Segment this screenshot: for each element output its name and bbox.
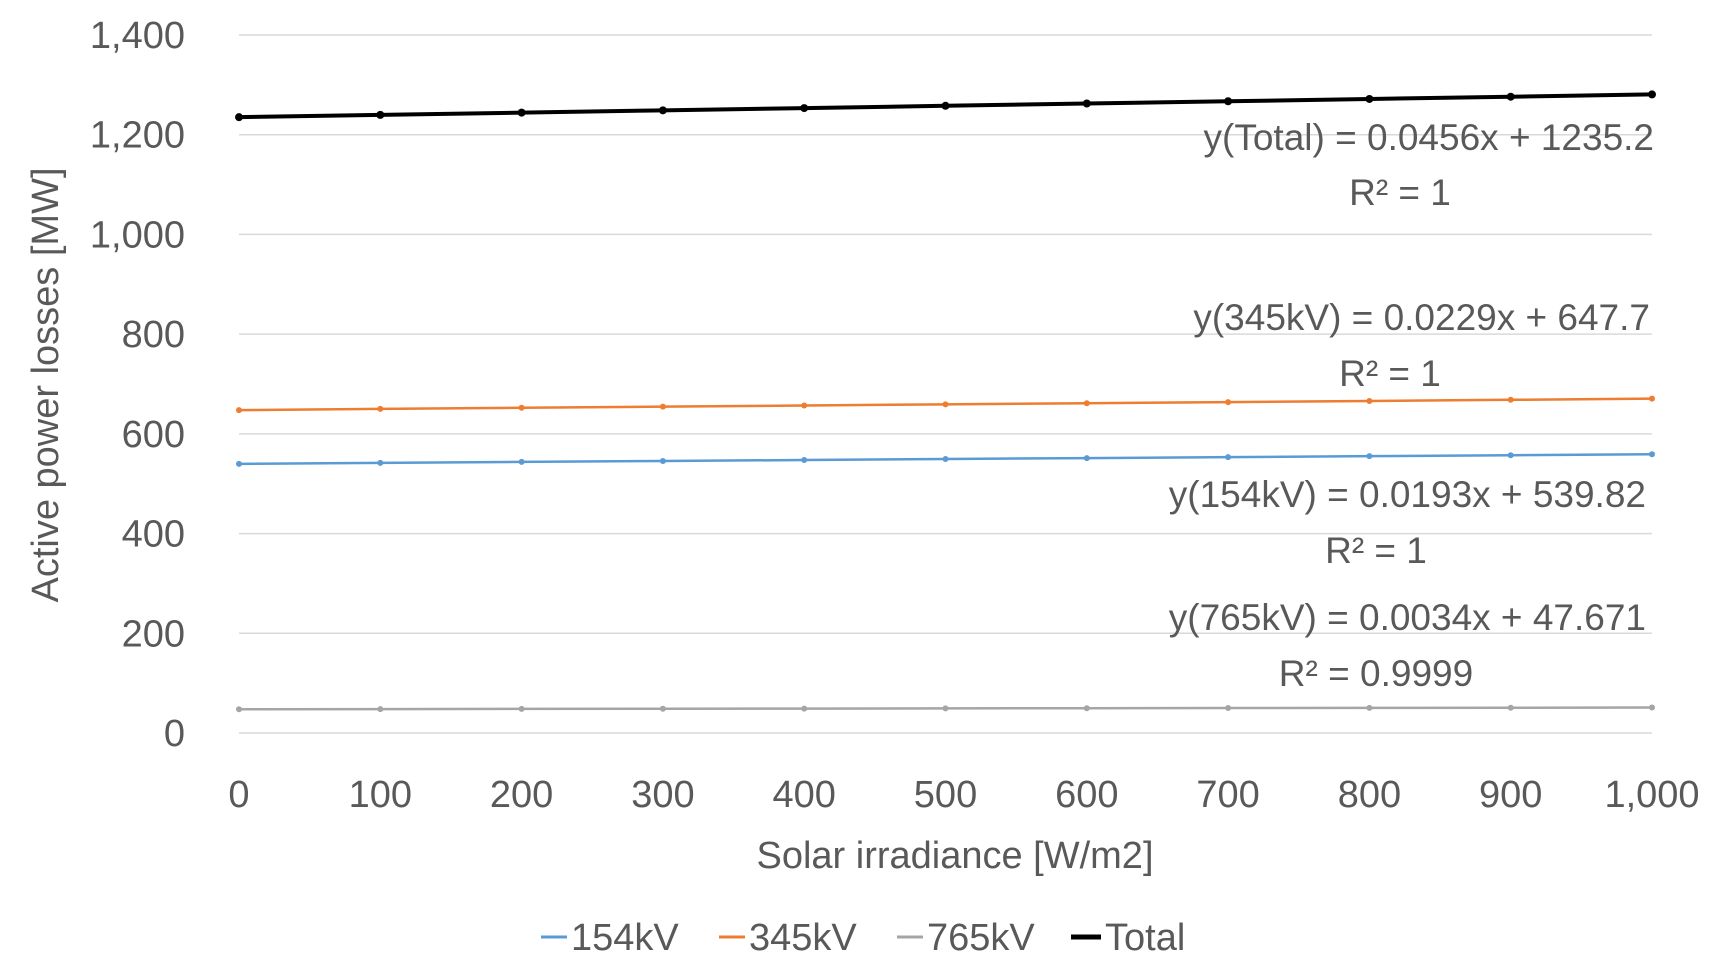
y-tick-label: 1,400	[90, 15, 185, 57]
data-point-345kv	[801, 402, 808, 409]
x-tick-label: 900	[1479, 774, 1542, 816]
data-point-765kv	[659, 705, 666, 712]
data-point-345kv	[1083, 400, 1090, 407]
data-point-345kv	[1225, 399, 1232, 406]
data-point-765kv	[377, 706, 384, 713]
gridlines	[239, 34, 1652, 734]
series-total	[235, 90, 1656, 122]
x-tick-label: 300	[631, 774, 694, 816]
legend-label-154kv: 154kV	[571, 917, 679, 959]
data-point-345kv	[377, 405, 384, 412]
data-point-154kv	[518, 458, 525, 465]
r2-154kv: R² = 1	[1325, 530, 1427, 571]
data-point-345kv	[1649, 395, 1655, 402]
data-point-345kv	[1507, 396, 1514, 403]
data-point-345kv	[942, 401, 949, 408]
trendline-equation-total: y(Total) = 0.0456x + 1235.2 R² = 1	[1204, 117, 1654, 213]
r2-345kv: R² = 1	[1339, 353, 1441, 394]
trendline-equation-154kv: y(154kV) = 0.0193x + 539.82 R² = 1	[1169, 474, 1646, 571]
equation-154kv: y(154kV) = 0.0193x + 539.82	[1169, 474, 1646, 515]
x-tick-label: 800	[1338, 774, 1401, 816]
data-point-154kv	[659, 457, 666, 464]
series-765kv	[236, 704, 1655, 713]
data-point-765kv	[518, 705, 525, 712]
data-point-154kv	[377, 459, 384, 466]
data-point-765kv	[236, 706, 242, 713]
data-point-345kv	[236, 407, 242, 414]
trendline-equation-765kv: y(765kV) = 0.0034x + 47.671 R² = 0.9999	[1169, 597, 1646, 694]
data-point-total	[941, 101, 950, 110]
data-point-total	[517, 108, 526, 117]
data-point-154kv	[801, 457, 808, 464]
data-point-765kv	[801, 705, 808, 712]
y-tick-label: 1,000	[90, 214, 185, 256]
r2-total: R² = 1	[1349, 172, 1451, 213]
y-tick-label: 600	[122, 414, 185, 456]
legend-label-345kv: 345kV	[749, 917, 857, 959]
equation-765kv: y(765kV) = 0.0034x + 47.671	[1169, 597, 1646, 638]
trendline-equation-345kv: y(345kV) = 0.0229x + 647.7 R² = 1	[1193, 297, 1650, 394]
x-tick-label: 0	[228, 774, 249, 816]
data-point-total	[800, 104, 809, 113]
data-point-total	[658, 106, 667, 115]
x-tick-label: 200	[490, 774, 553, 816]
x-tick-label: 500	[914, 774, 977, 816]
y-tick-label: 400	[122, 514, 185, 556]
data-point-154kv	[1083, 455, 1090, 462]
y-tick-label: 800	[122, 314, 185, 356]
equation-345kv: y(345kV) = 0.0229x + 647.7	[1193, 297, 1650, 338]
legend-item-total: Total	[1071, 917, 1185, 959]
y-axis-ticks: 0 200 400 600 800 1,000 1,200 1,400	[90, 15, 185, 755]
data-point-154kv	[1366, 453, 1373, 460]
data-point-345kv	[659, 403, 666, 410]
data-point-total	[1648, 90, 1656, 99]
data-point-765kv	[1649, 704, 1655, 711]
x-tick-label: 100	[349, 774, 412, 816]
data-point-154kv	[1507, 452, 1514, 459]
legend-item-345kv: 345kV	[719, 917, 857, 959]
y-axis-title: Active power losses [MW]	[25, 168, 67, 603]
equation-total: y(Total) = 0.0456x + 1235.2	[1204, 117, 1654, 158]
data-point-total	[1082, 99, 1091, 108]
data-point-765kv	[942, 705, 949, 712]
legend-item-765kv: 765kV	[897, 917, 1035, 959]
data-point-154kv	[1649, 451, 1655, 458]
data-point-154kv	[1225, 454, 1232, 461]
data-point-total	[235, 113, 243, 122]
series-345kv	[236, 395, 1655, 414]
data-point-total	[1506, 92, 1515, 101]
data-point-765kv	[1366, 704, 1373, 711]
x-tick-label: 1,000	[1604, 774, 1699, 816]
x-axis-ticks: 0 100 200 300 400 500 600 700 800 900 1,000	[228, 774, 1699, 816]
data-point-765kv	[1507, 704, 1514, 711]
data-point-765kv	[1083, 705, 1090, 712]
y-tick-label: 0	[164, 713, 185, 755]
data-point-total	[1224, 97, 1233, 106]
data-point-total	[376, 110, 385, 119]
series-154kv	[236, 451, 1655, 467]
data-point-345kv	[1366, 397, 1373, 404]
x-tick-label: 600	[1055, 774, 1118, 816]
series-group	[235, 90, 1656, 713]
legend-label-total: Total	[1105, 917, 1185, 959]
data-point-154kv	[942, 456, 949, 463]
data-point-total	[1365, 94, 1374, 103]
x-tick-label: 400	[772, 774, 835, 816]
legend-item-154kv: 154kV	[541, 917, 679, 959]
x-tick-label: 700	[1196, 774, 1259, 816]
data-point-345kv	[518, 404, 525, 411]
x-axis-title: Solar irradiance [W/m2]	[756, 835, 1153, 877]
legend-label-765kv: 765kV	[927, 917, 1035, 959]
r2-765kv: R² = 0.9999	[1279, 653, 1473, 694]
y-tick-label: 1,200	[90, 115, 185, 157]
data-point-765kv	[1225, 705, 1232, 712]
data-point-154kv	[236, 460, 242, 467]
y-tick-label: 200	[122, 613, 185, 655]
legend: 154kV 345kV 765kV Total	[541, 917, 1185, 959]
